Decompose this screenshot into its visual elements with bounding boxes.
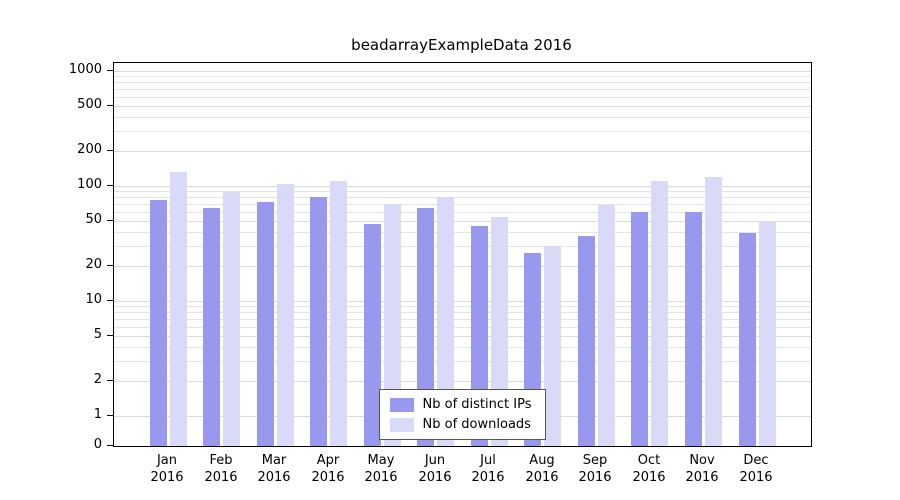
y-tick-mark: [107, 220, 113, 221]
bar-downloads: [705, 177, 722, 446]
y-tick-mark: [107, 150, 113, 151]
gridline: [114, 197, 811, 198]
gridline: [114, 381, 811, 382]
chart-title: beadarrayExampleData 2016: [351, 36, 572, 54]
gridline: [114, 212, 811, 213]
bar-distinct-ips: [417, 208, 434, 446]
y-tick-mark: [107, 445, 113, 446]
y-tick-mark: [107, 380, 113, 381]
x-tick-label: Apr 2016: [311, 453, 345, 485]
x-tick-label: Nov 2016: [685, 453, 719, 485]
gridline: [114, 106, 811, 107]
gridline: [114, 71, 811, 72]
y-tick-mark: [107, 335, 113, 336]
bar-downloads: [598, 205, 615, 446]
y-tick-mark: [107, 265, 113, 266]
x-tick-label: Aug 2016: [525, 453, 559, 485]
y-tick-mark: [107, 415, 113, 416]
y-tick-label: 10: [85, 292, 102, 307]
gridline: [114, 82, 811, 83]
bar-downloads: [384, 204, 401, 446]
y-tick-mark: [107, 70, 113, 71]
bar-downloads: [330, 181, 347, 446]
legend-label: Nb of downloads: [422, 417, 531, 432]
legend-row: Nb of downloads: [389, 417, 532, 432]
x-tick-label: Dec 2016: [739, 453, 773, 485]
gridline: [114, 117, 811, 118]
x-tick-label: Jan 2016: [150, 453, 184, 485]
legend-label: Nb of distinct IPs: [422, 397, 532, 412]
y-tick-label: 1000: [68, 62, 102, 77]
bar-downloads: [759, 221, 776, 446]
y-tick-label: 1: [93, 407, 102, 422]
legend: Nb of distinct IPs Nb of downloads: [378, 389, 547, 440]
legend-swatch: [389, 397, 414, 412]
bar-distinct-ips: [631, 212, 648, 446]
x-tick-label: Feb 2016: [204, 453, 238, 485]
gridline: [114, 301, 811, 302]
gridline: [114, 97, 811, 98]
bar-downloads: [223, 192, 240, 446]
gridline: [114, 89, 811, 90]
y-tick-label: 200: [77, 142, 102, 157]
gridline: [114, 232, 811, 233]
x-tick-label: Jul 2016: [471, 453, 505, 485]
x-tick-label: Oct 2016: [632, 453, 666, 485]
y-tick-label: 0: [93, 437, 102, 452]
gridline: [114, 319, 811, 320]
bar-downloads: [651, 181, 668, 446]
y-tick-mark: [107, 185, 113, 186]
gridline: [114, 246, 811, 247]
gridline: [114, 221, 811, 222]
gridline: [114, 76, 811, 77]
gridline: [114, 361, 811, 362]
x-tick-label: Mar 2016: [257, 453, 291, 485]
bar-distinct-ips: [578, 236, 595, 446]
bar-distinct-ips: [203, 208, 220, 446]
gridline: [114, 204, 811, 205]
gridline: [114, 327, 811, 328]
gridline: [114, 131, 811, 132]
plot-area: Nb of distinct IPs Nb of downloads: [113, 62, 812, 447]
gridline: [114, 186, 811, 187]
y-tick-label: 50: [85, 212, 102, 227]
gridline: [114, 312, 811, 313]
gridline: [114, 347, 811, 348]
y-tick-label: 2: [93, 372, 102, 387]
bar-distinct-ips: [364, 224, 381, 446]
bar-distinct-ips: [257, 202, 274, 446]
gridline: [114, 191, 811, 192]
y-tick-label: 100: [77, 177, 102, 192]
bar-downloads: [544, 246, 561, 446]
bar-distinct-ips: [310, 197, 327, 446]
gridline: [114, 336, 811, 337]
gridline: [114, 151, 811, 152]
bar-distinct-ips: [150, 200, 167, 446]
legend-row: Nb of distinct IPs: [389, 397, 532, 412]
bar-distinct-ips: [739, 233, 756, 446]
bar-distinct-ips: [685, 212, 702, 446]
y-tick-label: 500: [77, 97, 102, 112]
legend-swatch: [389, 417, 414, 432]
bar-downloads: [437, 197, 454, 446]
gridline: [114, 266, 811, 267]
x-tick-label: May 2016: [364, 453, 398, 485]
x-tick-label: Jun 2016: [418, 453, 452, 485]
y-tick-label: 5: [93, 327, 102, 342]
bar-downloads: [491, 217, 508, 446]
x-tick-label: Sep 2016: [578, 453, 612, 485]
y-tick-label: 20: [85, 257, 102, 272]
bar-downloads: [277, 184, 294, 446]
gridline: [114, 306, 811, 307]
bar-downloads: [170, 172, 187, 446]
y-tick-mark: [107, 105, 113, 106]
y-tick-mark: [107, 300, 113, 301]
